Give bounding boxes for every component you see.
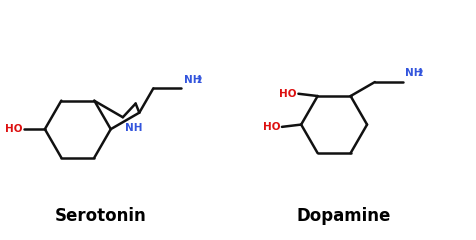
Text: HO: HO	[5, 124, 22, 134]
Text: NH: NH	[184, 75, 201, 85]
Text: NH: NH	[125, 123, 143, 133]
Text: Dopamine: Dopamine	[296, 207, 390, 225]
Text: HO: HO	[279, 89, 297, 99]
Text: 2: 2	[196, 76, 201, 85]
Text: HO: HO	[263, 122, 280, 132]
Text: NH: NH	[405, 68, 423, 78]
Text: 2: 2	[417, 69, 423, 78]
Text: Serotonin: Serotonin	[55, 207, 147, 225]
